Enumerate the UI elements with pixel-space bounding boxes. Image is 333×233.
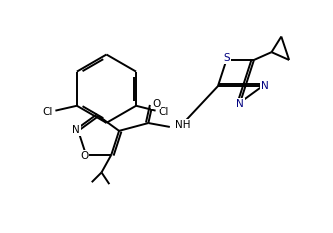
Text: O: O — [80, 151, 88, 161]
Text: Cl: Cl — [42, 107, 53, 117]
Text: Cl: Cl — [158, 107, 168, 117]
Text: N: N — [72, 125, 80, 135]
Text: S: S — [223, 53, 230, 63]
Text: N: N — [236, 99, 244, 109]
Text: N: N — [260, 81, 268, 91]
Text: O: O — [152, 99, 160, 109]
Text: NH: NH — [175, 120, 190, 130]
